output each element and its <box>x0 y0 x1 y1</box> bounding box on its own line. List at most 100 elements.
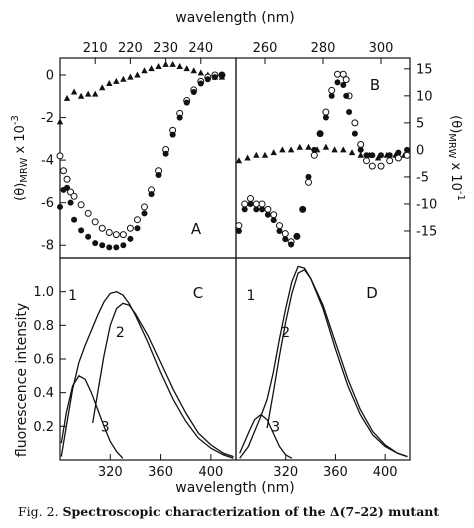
series-b-3 <box>235 79 411 248</box>
panel-letter-d: D <box>366 284 378 302</box>
curve-label-c: 1 <box>68 288 77 304</box>
data-point-open-circle <box>252 200 260 208</box>
data-point-triangle <box>77 92 85 99</box>
figure-caption: Fig. 2. Spectroscopic characterization o… <box>18 504 474 519</box>
data-point-filled-circle <box>299 206 306 213</box>
series-c-1 <box>60 291 234 459</box>
data-point-triangle <box>176 63 183 70</box>
data-point-triangle <box>235 157 243 164</box>
data-point-open-circle <box>119 231 127 239</box>
x-tick-label-c: 400 <box>198 465 223 480</box>
data-point-open-circle <box>377 162 385 170</box>
data-point-filled-circle <box>211 74 218 81</box>
x-tick-label-d: 400 <box>373 465 398 480</box>
curve-c-1 <box>60 291 234 459</box>
data-point-open-circle <box>140 203 148 211</box>
data-point-filled-circle <box>134 225 141 232</box>
figure-caption-text: Spectroscopic characterization of the Δ(… <box>62 504 440 519</box>
data-point-triangle <box>127 73 134 80</box>
series-a-1 <box>56 60 226 125</box>
data-point-open-circle <box>241 200 249 208</box>
data-point-filled-circle <box>190 89 197 96</box>
curve-d-3 <box>239 413 293 459</box>
data-point-triangle <box>106 80 113 87</box>
curve-label-c: 3 <box>101 419 110 435</box>
data-point-triangle <box>253 151 260 158</box>
series-c-3 <box>60 374 124 459</box>
data-point-filled-circle <box>264 211 271 218</box>
data-point-open-circle <box>126 224 134 232</box>
data-point-triangle <box>244 154 251 161</box>
data-point-triangle <box>56 118 64 125</box>
data-point-filled-circle <box>311 146 318 153</box>
data-point-filled-circle <box>378 152 384 159</box>
data-point-open-circle <box>56 152 64 160</box>
data-point-filled-circle <box>120 242 127 249</box>
data-point-filled-circle <box>293 233 300 240</box>
data-point-filled-circle <box>322 114 329 121</box>
data-point-filled-circle <box>92 240 99 247</box>
data-point-filled-circle <box>404 146 411 153</box>
curve-label-c: 2 <box>116 325 125 341</box>
data-point-filled-circle <box>334 79 341 86</box>
data-point-filled-circle <box>241 206 248 213</box>
data-point-filled-circle <box>197 80 204 87</box>
data-point-triangle <box>190 67 197 74</box>
data-point-triangle <box>141 67 148 74</box>
series-d-1 <box>239 265 408 459</box>
curve-label-d: 1 <box>246 288 255 304</box>
x-tick-label-d: 320 <box>273 465 298 480</box>
data-point-triangle <box>261 151 269 158</box>
data-point-filled-circle <box>148 191 155 198</box>
data-point-filled-circle <box>67 199 74 206</box>
data-point-open-circle <box>264 205 272 213</box>
data-point-open-circle <box>63 175 71 183</box>
x-tick-label-c: 360 <box>148 465 173 480</box>
data-point-open-circle <box>60 167 68 175</box>
series-b-2 <box>235 70 411 246</box>
y-tick-label-a: -8 <box>41 239 54 254</box>
x-tick-label-a: 220 <box>118 41 143 56</box>
y-tick-label-b: 0 <box>416 143 424 158</box>
data-point-triangle <box>183 65 190 72</box>
data-point-filled-circle <box>176 114 183 121</box>
data-point-filled-circle <box>99 242 106 249</box>
data-point-open-circle <box>133 216 141 224</box>
data-point-open-circle <box>258 200 266 208</box>
data-point-filled-circle <box>305 173 312 180</box>
data-point-filled-circle <box>288 241 295 248</box>
data-point-open-circle <box>339 70 347 78</box>
data-point-open-circle <box>342 76 350 84</box>
data-point-triangle <box>169 60 176 67</box>
data-point-filled-circle <box>328 92 335 99</box>
data-point-filled-circle <box>351 130 358 137</box>
data-point-open-circle <box>270 211 278 219</box>
data-point-triangle <box>113 77 120 84</box>
data-point-filled-circle <box>259 206 266 213</box>
data-point-filled-circle <box>346 109 353 116</box>
data-point-filled-circle <box>169 131 176 138</box>
data-point-open-circle <box>357 140 365 148</box>
data-point-open-circle <box>351 119 359 127</box>
data-point-open-circle <box>281 230 289 238</box>
data-point-filled-circle <box>317 130 324 137</box>
series-a-3 <box>57 72 225 251</box>
data-point-triangle <box>70 88 78 95</box>
data-point-triangle <box>348 149 356 156</box>
data-point-filled-circle <box>363 152 370 159</box>
data-point-filled-circle <box>71 216 78 223</box>
data-point-triangle <box>155 63 162 70</box>
data-point-triangle <box>287 146 295 153</box>
y-axis-title-fluorescence: fluorescence intensity <box>14 303 30 457</box>
data-point-filled-circle <box>85 233 92 240</box>
data-point-triangle <box>374 154 382 161</box>
panel-frame-d <box>235 257 411 461</box>
data-point-filled-circle <box>204 76 211 83</box>
data-point-triangle <box>331 146 338 153</box>
series-a-2 <box>56 71 226 239</box>
x-axis-title-top: wavelength (nm) <box>175 10 294 26</box>
data-point-filled-circle <box>78 227 85 234</box>
data-point-filled-circle <box>386 152 393 159</box>
data-point-filled-circle <box>155 172 162 179</box>
